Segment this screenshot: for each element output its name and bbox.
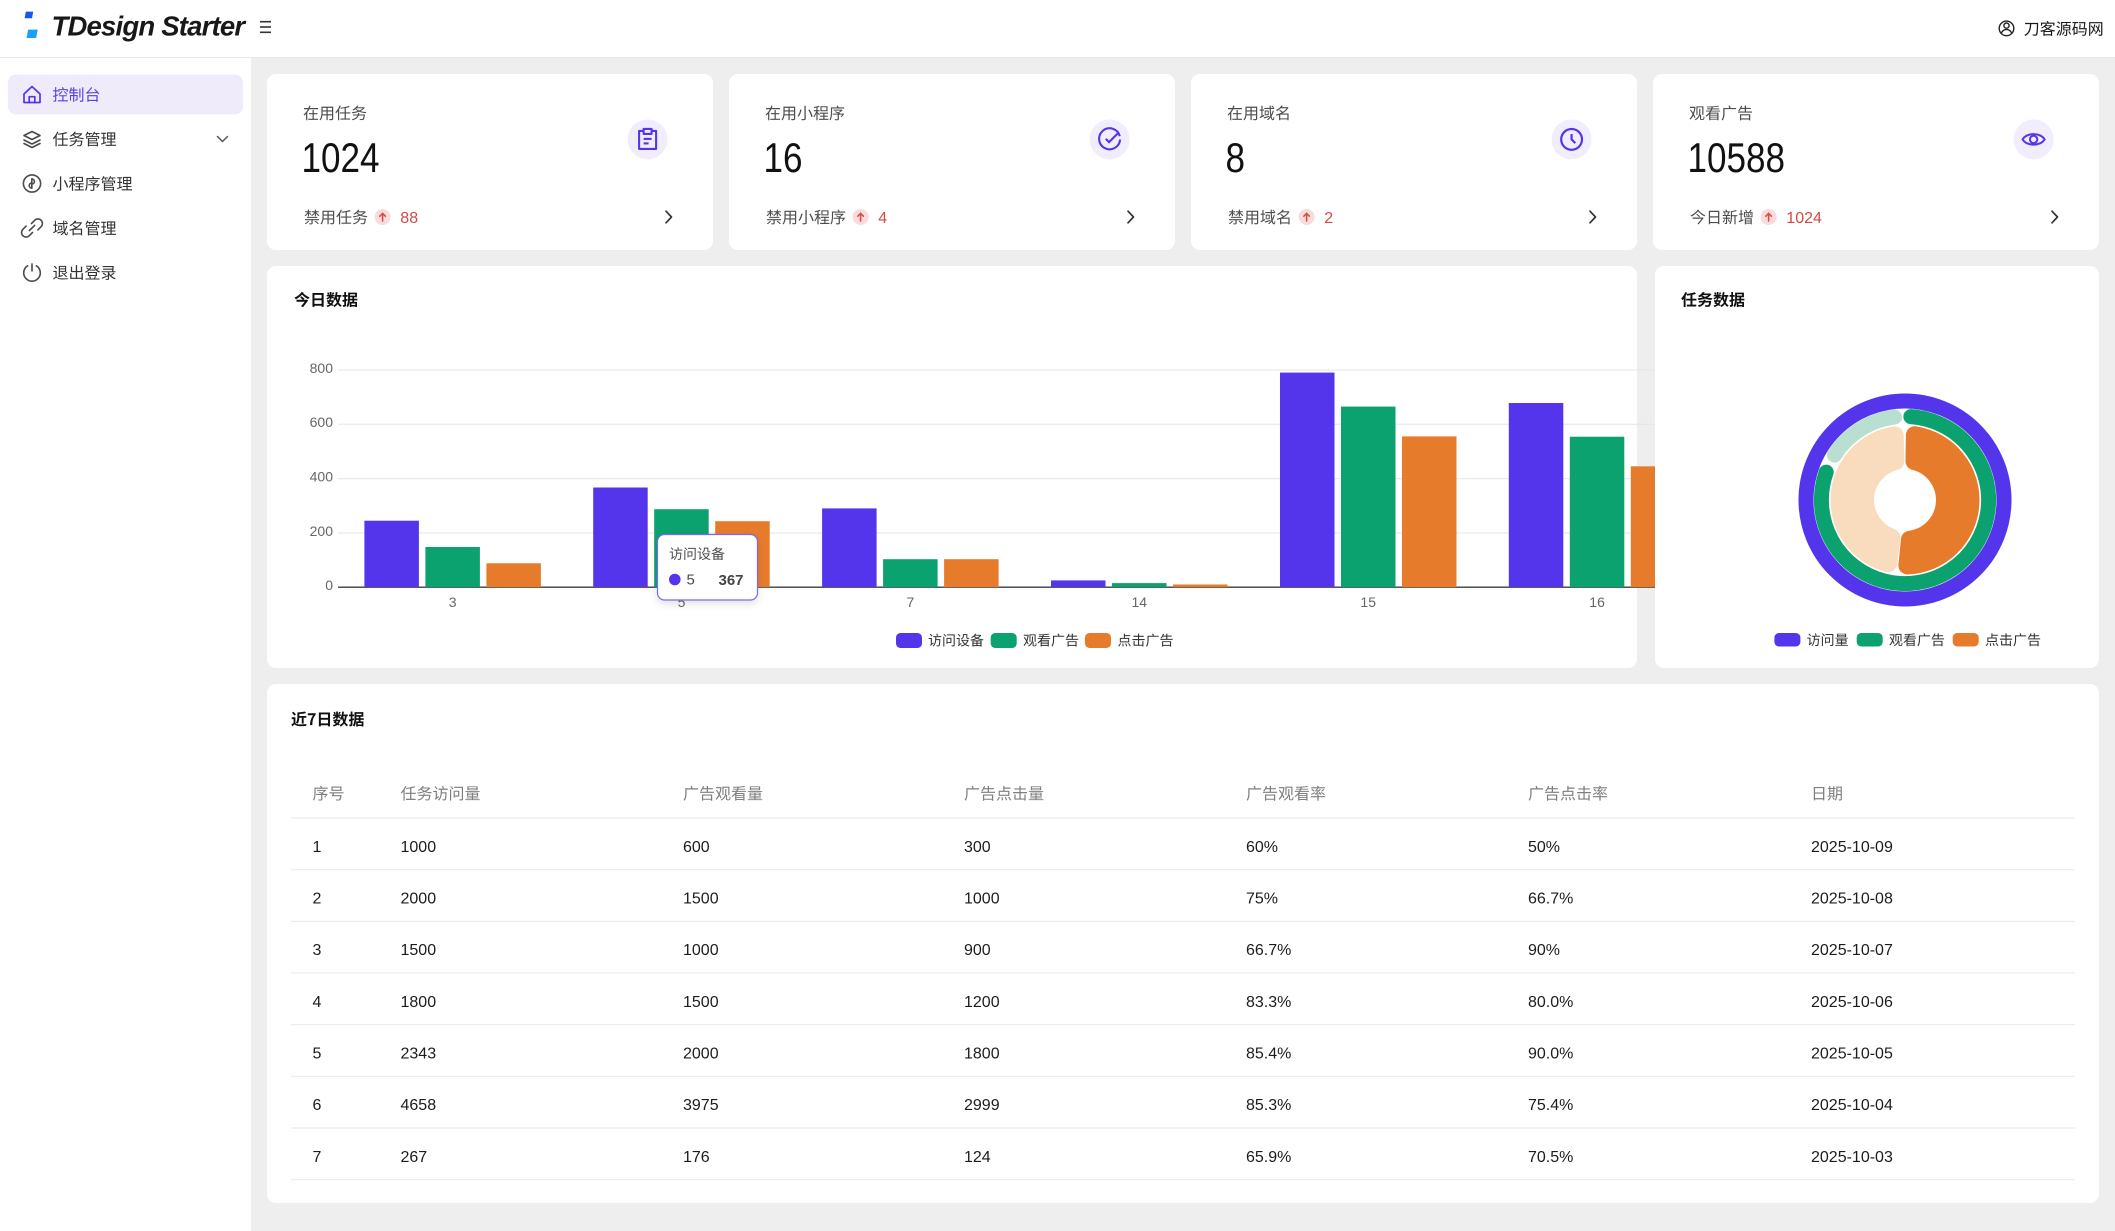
svg-text:124: 124 — [964, 1149, 991, 1166]
svg-text:267: 267 — [401, 1149, 428, 1166]
svg-text:800: 800 — [310, 360, 334, 376]
svg-text:200: 200 — [310, 523, 334, 539]
svg-text:2025-10-06: 2025-10-06 — [1811, 994, 1893, 1011]
svg-text:85.4%: 85.4% — [1246, 1046, 1291, 1063]
svg-text:1000: 1000 — [964, 891, 1000, 908]
svg-text:2025-10-09: 2025-10-09 — [1811, 839, 1893, 856]
svg-text:3: 3 — [313, 942, 322, 959]
svg-text:1200: 1200 — [964, 994, 1000, 1011]
svg-text:14: 14 — [1132, 594, 1148, 610]
svg-text:5: 5 — [687, 571, 695, 588]
svg-text:0: 0 — [325, 577, 333, 593]
svg-text:4: 4 — [313, 994, 322, 1011]
svg-text:10588: 10588 — [1688, 134, 1786, 181]
svg-text:176: 176 — [683, 1149, 710, 1166]
svg-text:1800: 1800 — [401, 994, 437, 1011]
svg-text:1500: 1500 — [401, 942, 437, 959]
svg-text:60%: 60% — [1246, 839, 1278, 856]
svg-text:1000: 1000 — [401, 839, 437, 856]
svg-text:16: 16 — [764, 134, 803, 181]
svg-text:2000: 2000 — [401, 891, 437, 908]
svg-text:4: 4 — [878, 210, 887, 227]
svg-text:1000: 1000 — [683, 942, 719, 959]
svg-text:2: 2 — [313, 891, 322, 908]
svg-text:90%: 90% — [1528, 942, 1560, 959]
svg-text:1500: 1500 — [683, 994, 719, 1011]
svg-text:75.4%: 75.4% — [1528, 1097, 1573, 1114]
svg-text:2: 2 — [1324, 210, 1333, 227]
svg-text:600: 600 — [683, 839, 710, 856]
svg-text:15: 15 — [1360, 594, 1376, 610]
svg-text:80.0%: 80.0% — [1528, 994, 1573, 1011]
svg-text:3: 3 — [449, 594, 457, 610]
svg-text:TDesign Starter: TDesign Starter — [52, 10, 247, 41]
svg-text:1024: 1024 — [302, 134, 380, 181]
svg-text:70.5%: 70.5% — [1528, 1149, 1573, 1166]
svg-text:2025-10-05: 2025-10-05 — [1811, 1046, 1893, 1063]
svg-text:16: 16 — [1589, 594, 1605, 610]
svg-text:90.0%: 90.0% — [1528, 1046, 1573, 1063]
svg-text:2999: 2999 — [964, 1097, 1000, 1114]
svg-text:66.7%: 66.7% — [1246, 942, 1291, 959]
svg-text:600: 600 — [310, 414, 334, 430]
svg-text:7: 7 — [907, 594, 915, 610]
svg-text:2000: 2000 — [683, 1046, 719, 1063]
svg-text:8: 8 — [1226, 134, 1246, 181]
svg-text:2025-10-03: 2025-10-03 — [1811, 1149, 1893, 1166]
svg-text:300: 300 — [964, 839, 991, 856]
svg-text:75%: 75% — [1246, 891, 1278, 908]
svg-text:7: 7 — [313, 1149, 322, 1166]
svg-text:367: 367 — [719, 572, 744, 589]
svg-text:1500: 1500 — [683, 891, 719, 908]
svg-text:1800: 1800 — [964, 1046, 1000, 1063]
svg-text:1: 1 — [313, 839, 322, 856]
svg-text:2025-10-04: 2025-10-04 — [1811, 1097, 1893, 1114]
svg-text:2343: 2343 — [401, 1046, 437, 1063]
svg-text:4658: 4658 — [401, 1097, 437, 1114]
svg-text:2025-10-08: 2025-10-08 — [1811, 891, 1893, 908]
svg-text:50%: 50% — [1528, 839, 1560, 856]
svg-text:900: 900 — [964, 942, 991, 959]
svg-text:66.7%: 66.7% — [1528, 891, 1573, 908]
svg-text:2025-10-07: 2025-10-07 — [1811, 942, 1893, 959]
svg-text:3975: 3975 — [683, 1097, 719, 1114]
svg-text:6: 6 — [313, 1097, 322, 1114]
svg-text:83.3%: 83.3% — [1246, 994, 1291, 1011]
svg-text:1024: 1024 — [1786, 210, 1822, 227]
svg-text:65.9%: 65.9% — [1246, 1149, 1291, 1166]
svg-text:400: 400 — [310, 469, 334, 485]
svg-text:85.3%: 85.3% — [1246, 1097, 1291, 1114]
svg-text:88: 88 — [400, 210, 418, 227]
svg-text:5: 5 — [678, 594, 686, 610]
svg-text:5: 5 — [313, 1046, 322, 1063]
